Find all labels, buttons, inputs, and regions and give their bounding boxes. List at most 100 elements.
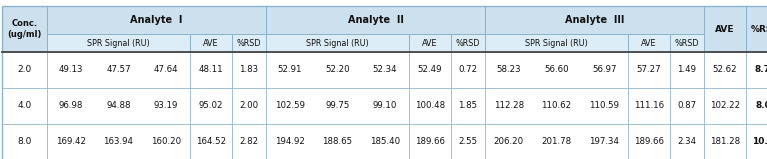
Bar bbox=[451, 124, 485, 159]
Bar bbox=[266, 34, 409, 52]
Bar bbox=[409, 88, 451, 124]
Text: 56.60: 56.60 bbox=[545, 66, 569, 75]
Bar bbox=[232, 34, 266, 52]
Bar bbox=[232, 88, 266, 124]
Text: 99.75: 99.75 bbox=[325, 101, 350, 111]
Bar bbox=[266, 88, 409, 124]
Bar bbox=[2, 88, 47, 124]
Text: 2.82: 2.82 bbox=[239, 138, 258, 146]
Bar bbox=[704, 6, 746, 52]
Text: 2.55: 2.55 bbox=[459, 138, 478, 146]
Bar bbox=[232, 52, 266, 88]
Text: 197.34: 197.34 bbox=[589, 138, 619, 146]
Text: 47.64: 47.64 bbox=[154, 66, 179, 75]
Bar bbox=[746, 88, 767, 124]
Text: SPR Signal (RU): SPR Signal (RU) bbox=[306, 38, 369, 48]
Text: 110.59: 110.59 bbox=[589, 101, 619, 111]
Bar bbox=[704, 124, 746, 159]
Text: 1.83: 1.83 bbox=[239, 66, 258, 75]
Text: 194.92: 194.92 bbox=[275, 138, 304, 146]
Text: 52.91: 52.91 bbox=[278, 66, 302, 75]
Text: 57.27: 57.27 bbox=[637, 66, 661, 75]
Bar bbox=[628, 34, 670, 52]
Text: %RSD: %RSD bbox=[751, 24, 767, 34]
Bar bbox=[47, 6, 266, 34]
Text: 47.57: 47.57 bbox=[106, 66, 131, 75]
Bar bbox=[2, 124, 47, 159]
Text: %RSD: %RSD bbox=[237, 38, 262, 48]
Text: 48.11: 48.11 bbox=[199, 66, 223, 75]
Text: 58.23: 58.23 bbox=[496, 66, 521, 75]
Bar bbox=[628, 88, 670, 124]
Bar bbox=[47, 52, 190, 88]
Bar bbox=[190, 88, 232, 124]
Text: 1.49: 1.49 bbox=[677, 66, 696, 75]
Text: 188.65: 188.65 bbox=[322, 138, 353, 146]
Text: 110.62: 110.62 bbox=[542, 101, 571, 111]
Bar bbox=[485, 88, 628, 124]
Bar bbox=[628, 124, 670, 159]
Bar bbox=[670, 34, 704, 52]
Bar bbox=[190, 52, 232, 88]
Bar bbox=[670, 88, 704, 124]
Bar bbox=[2, 6, 47, 52]
Bar bbox=[485, 52, 628, 88]
Text: 160.20: 160.20 bbox=[151, 138, 181, 146]
Bar bbox=[2, 52, 47, 88]
Text: 49.13: 49.13 bbox=[58, 66, 83, 75]
Text: 99.10: 99.10 bbox=[373, 101, 397, 111]
Text: 112.28: 112.28 bbox=[494, 101, 524, 111]
Text: 10.25: 10.25 bbox=[752, 138, 767, 146]
Text: 185.40: 185.40 bbox=[370, 138, 400, 146]
Text: 206.20: 206.20 bbox=[494, 138, 524, 146]
Bar bbox=[266, 52, 409, 88]
Text: 1.85: 1.85 bbox=[459, 101, 478, 111]
Text: 52.49: 52.49 bbox=[418, 66, 443, 75]
Text: 163.94: 163.94 bbox=[104, 138, 133, 146]
Text: 96.98: 96.98 bbox=[58, 101, 83, 111]
Text: 4.0: 4.0 bbox=[18, 101, 31, 111]
Text: %RSD: %RSD bbox=[456, 38, 480, 48]
Text: AVE: AVE bbox=[203, 38, 219, 48]
Text: 201.78: 201.78 bbox=[542, 138, 571, 146]
Text: 95.02: 95.02 bbox=[199, 101, 223, 111]
Text: 52.34: 52.34 bbox=[373, 66, 397, 75]
Text: 0.72: 0.72 bbox=[459, 66, 478, 75]
Text: 0.87: 0.87 bbox=[677, 101, 696, 111]
Text: SPR Signal (RU): SPR Signal (RU) bbox=[525, 38, 588, 48]
Bar bbox=[670, 124, 704, 159]
Text: 52.62: 52.62 bbox=[713, 66, 737, 75]
Text: Analyte  II: Analyte II bbox=[347, 15, 403, 25]
Bar bbox=[409, 52, 451, 88]
Text: %RSD: %RSD bbox=[675, 38, 700, 48]
Bar bbox=[746, 6, 767, 52]
Bar bbox=[190, 124, 232, 159]
Bar bbox=[409, 124, 451, 159]
Text: 52.20: 52.20 bbox=[325, 66, 350, 75]
Text: Conc.
(ug/ml): Conc. (ug/ml) bbox=[8, 19, 41, 39]
Text: 8.03: 8.03 bbox=[755, 101, 767, 111]
Text: 2.0: 2.0 bbox=[18, 66, 31, 75]
Text: 181.28: 181.28 bbox=[710, 138, 740, 146]
Bar bbox=[47, 124, 190, 159]
Text: Analyte  III: Analyte III bbox=[565, 15, 624, 25]
Bar bbox=[266, 124, 409, 159]
Text: SPR Signal (RU): SPR Signal (RU) bbox=[87, 38, 150, 48]
Text: 164.52: 164.52 bbox=[196, 138, 226, 146]
Bar bbox=[485, 6, 704, 34]
Text: Analyte  I: Analyte I bbox=[130, 15, 183, 25]
Bar bbox=[704, 52, 746, 88]
Text: AVE: AVE bbox=[716, 24, 735, 34]
Bar bbox=[670, 52, 704, 88]
Text: 102.59: 102.59 bbox=[275, 101, 304, 111]
Text: 189.66: 189.66 bbox=[415, 138, 445, 146]
Text: 94.88: 94.88 bbox=[107, 101, 130, 111]
Text: 8.0: 8.0 bbox=[18, 138, 31, 146]
Bar bbox=[451, 34, 485, 52]
Text: 2.34: 2.34 bbox=[677, 138, 696, 146]
Bar bbox=[746, 124, 767, 159]
Text: 93.19: 93.19 bbox=[154, 101, 179, 111]
Text: 100.48: 100.48 bbox=[415, 101, 445, 111]
Bar bbox=[451, 88, 485, 124]
Bar bbox=[485, 34, 628, 52]
